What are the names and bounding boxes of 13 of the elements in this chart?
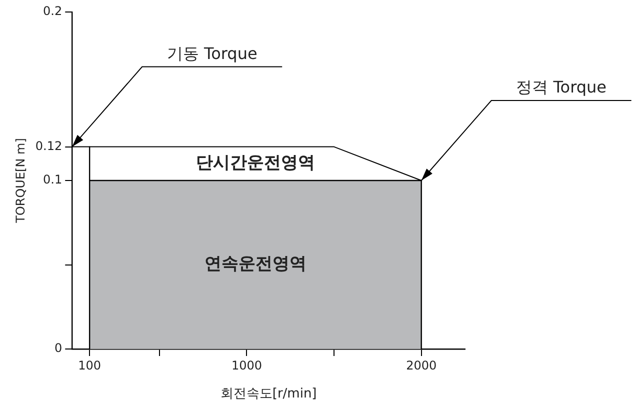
annotation: 단시간운전영역 <box>196 153 315 174</box>
x-tick-label: 1000 <box>231 358 262 372</box>
y-tick-label: 0.12 <box>35 138 62 153</box>
annotation: 연속운전영역 <box>204 254 306 274</box>
x-tick-label: 100 <box>78 358 102 372</box>
annotation: 기동 Torque <box>166 44 258 63</box>
x-tick-label: 2000 <box>406 358 437 372</box>
y-axis-title: TORQUE[N m] <box>13 138 28 224</box>
y-tick-label: 0 <box>54 341 62 356</box>
annotation: 정격 Torque <box>516 78 607 97</box>
y-tick-label: 0.2 <box>43 4 62 18</box>
y-tick-label: 0.1 <box>43 172 62 187</box>
x-axis-title: 회전속도[r/min] <box>220 386 317 402</box>
